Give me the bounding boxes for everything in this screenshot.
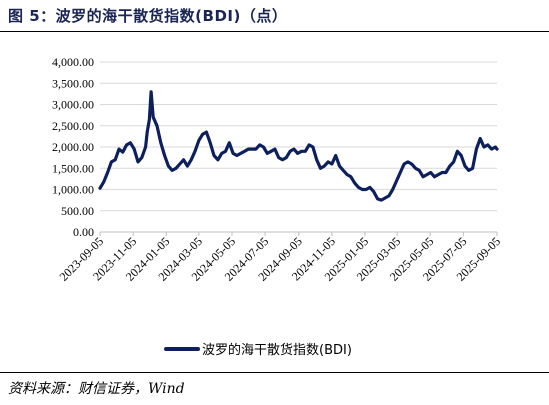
- y-tick-label: 3,500.00: [52, 76, 94, 90]
- series-layer: [98, 90, 499, 202]
- x-axis-ticks: 2023-09-052023-11-052024-01-052024-03-05…: [57, 232, 503, 284]
- y-tick-label: 1,500.00: [52, 161, 94, 175]
- y-tick-label: 3,000.00: [52, 98, 94, 112]
- y-tick-label: 2,000.00: [52, 140, 94, 154]
- y-tick-label: 500.00: [61, 204, 94, 218]
- gridlines: [100, 61, 497, 212]
- y-tick-label: 4,000.00: [52, 55, 94, 69]
- figure-title: 图 5：波罗的海干散货指数(BDI)（点）: [8, 7, 288, 25]
- bottom-rule: [0, 372, 549, 373]
- top-rule: [0, 31, 549, 32]
- y-tick-label: 0.00: [73, 225, 94, 239]
- y-tick-label: 1,000.00: [52, 183, 94, 197]
- bdi-line-chart: 0.00 500.00 1,000.00 1,500.00 2,000.00 2,500.…: [52, 55, 503, 358]
- legend: 波罗的海干散货指数(BDI): [164, 342, 352, 358]
- series-line-bdi: [98, 90, 499, 202]
- y-tick-label: 2,500.00: [52, 119, 94, 133]
- legend-label: 波罗的海干散货指数(BDI): [202, 342, 352, 358]
- source-note: 资料来源：财信证券，Wind: [8, 381, 185, 397]
- y-axis-ticks: 0.00 500.00 1,000.00 1,500.00 2,000.00 2,500.…: [52, 55, 94, 239]
